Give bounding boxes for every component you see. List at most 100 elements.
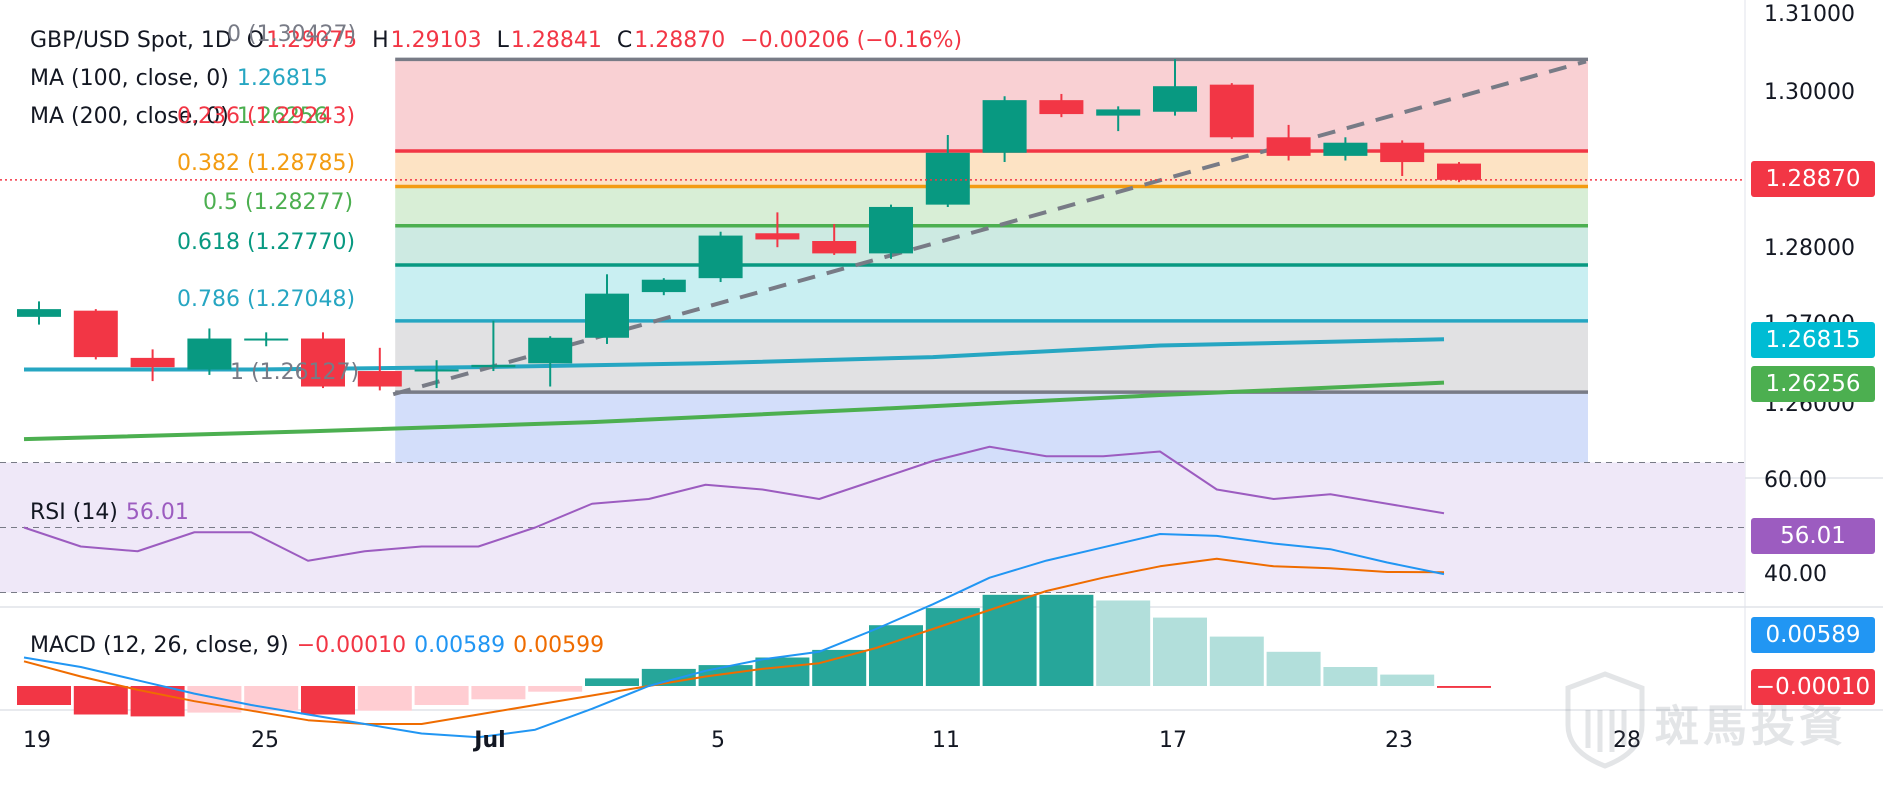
watermark-text: 斑馬投資 (1655, 701, 1847, 752)
macd-histogram-bar (1096, 600, 1151, 686)
ma200-label: MA (200, close, 0) (30, 104, 229, 129)
macd-legend: MACD (12, 26, close, 9) −0.00010 0.00589 0.… (30, 633, 612, 658)
price-axis-label: 1.31000 (1764, 2, 1855, 27)
fib-zone (395, 186, 1589, 226)
candle-body (414, 369, 459, 372)
macd-price-tag: 0.00589 (1751, 617, 1875, 653)
close-value: 1.28870 (634, 28, 726, 53)
macd-histogram-bar (357, 686, 412, 711)
candle-body (982, 100, 1027, 153)
macd-histogram-bar (1437, 686, 1491, 688)
candle-body (357, 371, 402, 387)
price-axis-label: 1.30000 (1764, 80, 1855, 105)
candle-body (641, 279, 686, 293)
trendline (392, 59, 1587, 397)
candle-body (1209, 84, 1254, 138)
macd-histogram-bar (585, 678, 639, 686)
rsi-axis-label: 40.00 (1764, 562, 1827, 587)
candle-body (471, 364, 516, 368)
rsi-line (23, 445, 1445, 562)
high-value: 1.29103 (390, 28, 482, 53)
ma100-value: 1.26815 (236, 66, 328, 91)
macd-histogram-bar (812, 649, 867, 686)
ma100-legend: MA (100, close, 0) 1.26815 (30, 66, 336, 91)
candle-body (1380, 142, 1425, 163)
candle-body (528, 337, 573, 364)
macd-signal-line (23, 557, 1445, 725)
zebra-bank-seal-icon (1565, 671, 1645, 769)
ma100-line (24, 337, 1445, 372)
macd-histogram-bar (925, 608, 980, 686)
fib-label-0382: 0.382 (1.28785) (177, 151, 356, 176)
candle-body (869, 206, 913, 254)
macd-line (23, 533, 1445, 739)
x-axis-label: 5 (711, 728, 725, 753)
candle-body (925, 152, 970, 205)
high-key: H (372, 28, 389, 53)
candle-body (244, 338, 289, 341)
macd-signal-value: 0.00599 (513, 633, 605, 658)
ma200-legend: MA (200, close, 0) 1.26256 (30, 104, 336, 129)
rsi-value: 56.01 (125, 500, 189, 525)
macd-histogram-bar (1039, 594, 1094, 686)
candle-body (698, 235, 743, 279)
macd-histogram-bar (641, 668, 696, 686)
fib-label-0786: 0.786 (1.27048) (177, 287, 356, 312)
symbol-label: GBP/USD Spot, 1D (30, 28, 232, 53)
ma100-label: MA (100, close, 0) (30, 66, 229, 91)
candle-body (812, 241, 857, 254)
x-axis-label: 23 (1385, 728, 1413, 753)
low-value: 1.28841 (510, 28, 602, 53)
candle-body (1266, 137, 1311, 156)
macd-histogram-bar (414, 686, 469, 705)
rsi-label: RSI (14) (30, 500, 118, 525)
candle-body (585, 293, 629, 338)
rsi-axis-label: 60.00 (1764, 468, 1827, 493)
candle-body (1096, 109, 1141, 116)
macd-histogram-bar (244, 686, 299, 711)
ohlc-legend: GBP/USD Spot, 1D O1.29075 H1.29103 L1.28… (30, 28, 970, 53)
fib-label-0: 0 (1.30427) (227, 22, 357, 47)
fib-zone (395, 225, 1589, 266)
candle-body (1039, 100, 1084, 115)
close-key: C (616, 28, 633, 53)
macd-histogram-bar (1323, 667, 1378, 686)
low-key: L (496, 28, 509, 53)
ma200-value: 1.26256 (236, 104, 328, 129)
macd-hist-value: −0.00010 (296, 633, 407, 658)
fib-label-0236: 0.236 (1.29243) (177, 104, 356, 129)
fib-label-1: 1 (1.26127) (230, 360, 360, 385)
fib-label-0618: 0.618 (1.27770) (177, 230, 356, 255)
macd-histogram-bar (755, 657, 810, 686)
macd-histogram-bar (1380, 674, 1435, 686)
candle-body (17, 309, 61, 317)
macd-histogram-bar (17, 686, 71, 705)
candle-body (130, 357, 175, 368)
x-axis-label: 17 (1159, 728, 1187, 753)
macd-histogram-bar (1209, 636, 1264, 686)
fib-zone (395, 265, 1589, 321)
price-axis-label: 1.28000 (1764, 236, 1855, 261)
candle-body (1437, 163, 1481, 180)
macd-histogram-bar (471, 686, 526, 700)
macd-histogram-bar (982, 594, 1037, 686)
candle-body (73, 310, 118, 358)
macd-line-value: 0.00589 (414, 633, 506, 658)
fib-label-05: 0.5 (1.28277) (203, 190, 354, 215)
candle-body (755, 233, 800, 240)
hist-price-tag: −0.00010 (1751, 669, 1875, 705)
macd-histogram-bar (301, 686, 355, 715)
ma100-price-tag: 1.26815 (1751, 322, 1875, 358)
ma200-price-tag: 1.26256 (1751, 366, 1875, 402)
macd-histogram-bar (1153, 617, 1207, 686)
open-value: 1.29075 (266, 28, 358, 53)
x-axis-label: 19 (23, 728, 51, 753)
x-axis-label: 28 (1613, 728, 1641, 753)
fib-zone (395, 320, 1589, 393)
ma200-line (23, 380, 1445, 442)
open-key: O (246, 28, 265, 53)
macd-histogram-bar (528, 686, 583, 692)
macd-histogram-bar (1266, 651, 1321, 686)
macd-histogram-bar (73, 686, 128, 715)
